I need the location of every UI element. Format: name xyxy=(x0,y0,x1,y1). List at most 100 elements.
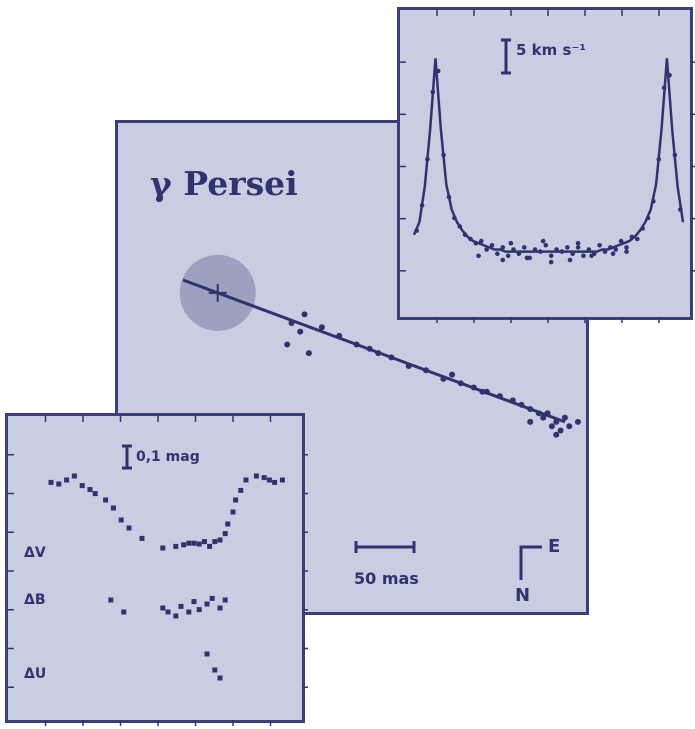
spectrum-point xyxy=(543,243,549,248)
photometry-panel: 0,1 mag ΔV ΔB ΔU xyxy=(5,413,308,726)
photometry-point xyxy=(230,509,236,515)
compass-north: N xyxy=(515,585,530,606)
spectrum-point xyxy=(602,249,608,254)
spectrum-point xyxy=(567,257,573,263)
orbit-point xyxy=(353,341,360,348)
photometry-point xyxy=(222,531,228,537)
spectrum-point xyxy=(476,253,481,259)
orbit-point xyxy=(553,418,560,425)
photometry-point xyxy=(212,667,218,673)
spectrum-point xyxy=(589,253,594,259)
photometry-point xyxy=(121,609,127,615)
orbit-point xyxy=(305,350,312,357)
spectrum-point xyxy=(651,198,656,204)
orbit-point xyxy=(288,320,295,326)
photometry-point xyxy=(118,517,124,523)
spectrum-point xyxy=(618,238,624,244)
spectrum-scale-bar: 5 km s⁻¹ xyxy=(501,38,586,75)
orbit-point xyxy=(297,328,304,335)
orbit-point xyxy=(388,354,395,361)
spectrum-point xyxy=(538,249,543,254)
compass: E N xyxy=(515,536,560,606)
orbit-point xyxy=(540,414,547,421)
photometry-point xyxy=(209,595,215,601)
orbit-point xyxy=(553,431,560,438)
photometry-point xyxy=(217,605,223,611)
photometry-point xyxy=(108,597,114,603)
photometry-point xyxy=(191,599,197,605)
photometry-point xyxy=(178,603,184,609)
photometry-point xyxy=(233,497,239,503)
spectrum-point xyxy=(508,240,514,246)
orbit-point xyxy=(544,410,551,417)
orbit-point xyxy=(318,324,325,331)
orbit-point xyxy=(405,363,412,369)
photometry-point xyxy=(173,543,179,549)
orbit-point xyxy=(375,350,382,357)
photometry-point xyxy=(261,475,267,481)
spectrum-point xyxy=(575,240,581,246)
spectrum-point xyxy=(554,247,559,252)
orbit-point xyxy=(479,388,486,395)
photometry-point xyxy=(217,537,223,543)
spectrum-point xyxy=(441,152,446,158)
spectrum-point xyxy=(532,247,538,252)
photometry-scale-bar: 0,1 mag xyxy=(122,444,200,470)
spectrum-scale-label: 5 km s⁻¹ xyxy=(516,41,586,59)
orbit-point xyxy=(301,311,308,318)
photometry-point xyxy=(186,540,192,546)
spectrum-point xyxy=(586,247,592,252)
orbit-point xyxy=(527,418,534,425)
spectrum-point xyxy=(524,255,530,261)
spectrum-point xyxy=(500,245,506,250)
spectrum-point xyxy=(430,89,436,95)
orbit-point xyxy=(457,380,464,387)
chart-title: γ Persei xyxy=(150,164,298,203)
photometry-point xyxy=(253,473,259,479)
photometry-plot: 0,1 mag ΔV ΔB ΔU xyxy=(8,416,308,726)
orbit-point xyxy=(509,397,516,404)
photometry-point xyxy=(181,542,187,548)
spectrum-point xyxy=(640,226,645,231)
spectrum-point xyxy=(425,156,430,162)
spectrum-point xyxy=(608,245,613,250)
photometry-point xyxy=(212,539,218,545)
spectrum-plot: 5 km s⁻¹ xyxy=(400,10,695,323)
spectrum-point xyxy=(581,253,586,259)
spectrum-point xyxy=(559,249,565,254)
spectrum-point xyxy=(505,253,511,259)
spectrum-panel: 5 km s⁻¹ xyxy=(397,7,695,323)
spectrum-point xyxy=(678,207,683,212)
spectrum-point xyxy=(495,251,500,256)
photometry-point xyxy=(243,477,249,483)
photometry-point xyxy=(48,479,54,485)
spectrum-point xyxy=(516,251,522,256)
spectrum-point xyxy=(634,236,640,242)
orbit-point xyxy=(518,401,525,408)
spectrum-point xyxy=(500,257,506,263)
spectrum-model-curve xyxy=(412,58,685,253)
photometry-point xyxy=(87,487,93,493)
photometry-point xyxy=(204,601,210,607)
photometry-point xyxy=(272,479,278,485)
orbit-point xyxy=(423,367,430,374)
photometry-point xyxy=(92,491,98,497)
scale-bar: 50 mas xyxy=(354,541,419,588)
orbit-point xyxy=(535,410,542,417)
photometry-point xyxy=(160,545,166,551)
spectrum-point xyxy=(645,215,651,221)
orbit-point xyxy=(548,423,555,430)
orbit-point xyxy=(496,393,503,400)
orbit-point xyxy=(561,414,568,421)
spectrum-point xyxy=(540,238,546,244)
spectrum-point xyxy=(452,215,457,221)
photometry-point xyxy=(139,535,145,541)
spectrum-point xyxy=(672,152,678,158)
spectrum-point xyxy=(613,247,619,252)
photometry-point xyxy=(126,525,132,531)
spectrum-point xyxy=(484,247,489,252)
spectrum-point xyxy=(511,247,516,252)
photometry-point xyxy=(79,483,85,489)
photometry-point xyxy=(196,541,202,547)
photometry-point xyxy=(160,605,166,611)
